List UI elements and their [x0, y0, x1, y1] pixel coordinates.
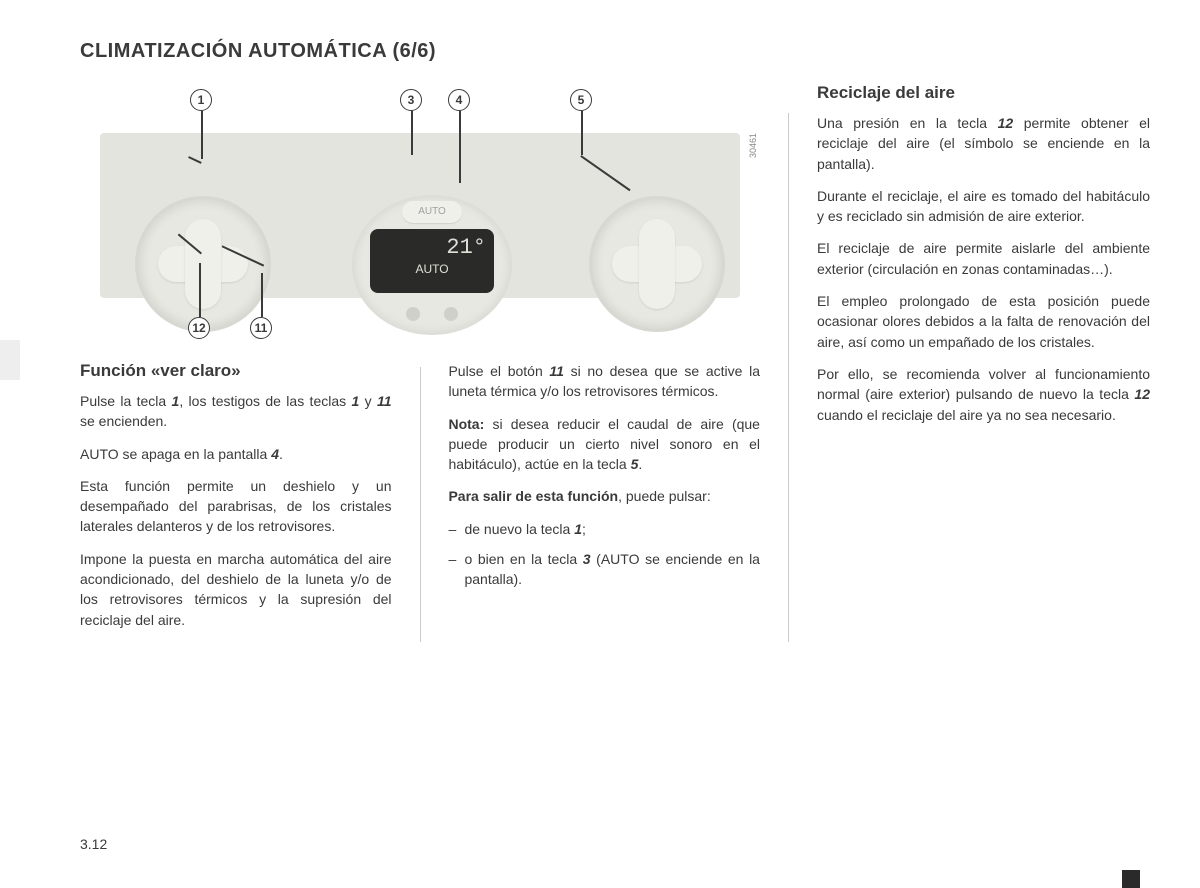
col1-p1: Pulse la tecla 1, los testigos de las te…	[80, 391, 392, 432]
callout-3: 3	[400, 89, 422, 111]
callout-1: 1	[190, 89, 212, 111]
small-button-left	[406, 307, 420, 321]
column-3: Reciclaje del aire Una presión en la tec…	[817, 83, 1150, 642]
column-separator	[420, 367, 421, 642]
col2-p2: Nota: si desea reducir el caudal de aire…	[448, 414, 760, 475]
image-reference: 30461	[748, 133, 758, 158]
col2-li2: o bien en la tecla 3 (AUTO se enciende e…	[448, 549, 760, 590]
page-title: CLIMATIZACIÓN AUTOMÁTICA (6/6)	[80, 40, 1150, 63]
column-1: Función «ver claro» Pulse la tecla 1, lo…	[80, 361, 392, 642]
col1-p2: AUTO se apaga en la pantalla 4.	[80, 444, 392, 464]
col2-p1: Pulse el botón 11 si no desea que se act…	[448, 361, 760, 402]
lcd-temperature: 21°	[378, 235, 486, 260]
left-block: AUTO 21° AUTO 30461 1 3 4 5	[80, 83, 760, 642]
lcd-mode: AUTO	[378, 262, 486, 276]
control-panel: AUTO 21° AUTO	[100, 133, 740, 298]
left-knob	[138, 199, 268, 329]
col1-p3: Esta función permite un deshielo y un de…	[80, 476, 392, 537]
callout-12: 12	[188, 317, 210, 339]
col1-p4: Impone la puesta en marcha automática de…	[80, 549, 392, 630]
col2-li1: de nuevo la tecla 1;	[448, 519, 760, 539]
callout-line	[261, 273, 263, 317]
col3-p4: El empleo prolongado de esta posición pu…	[817, 291, 1150, 352]
col3-heading: Reciclaje del aire	[817, 83, 1150, 103]
callout-5: 5	[570, 89, 592, 111]
callout-line	[459, 111, 461, 183]
col2-p3: Para salir de esta función, puede pulsar…	[448, 486, 760, 506]
col1-heading: Función «ver claro»	[80, 361, 392, 381]
content-wrap: AUTO 21° AUTO 30461 1 3 4 5	[80, 83, 1150, 642]
center-cluster: AUTO 21° AUTO	[352, 195, 512, 335]
column-2: Pulse el botón 11 si no desea que se act…	[448, 361, 760, 642]
col3-p1: Una presión en la tecla 12 permite obten…	[817, 113, 1150, 174]
two-columns: Función «ver claro» Pulse la tecla 1, lo…	[80, 361, 760, 642]
side-tab	[0, 340, 20, 380]
right-separator	[788, 113, 789, 642]
callout-11: 11	[250, 317, 272, 339]
col3-p2: Durante el reciclaje, el aire es tomado …	[817, 186, 1150, 227]
small-button-right	[444, 307, 458, 321]
callout-line	[581, 111, 583, 155]
auto-button: AUTO	[402, 201, 462, 223]
lcd-display: 21° AUTO	[370, 229, 494, 293]
climate-diagram: AUTO 21° AUTO 30461 1 3 4 5	[80, 83, 760, 343]
callout-line	[199, 263, 201, 317]
footer-mark	[1122, 870, 1140, 888]
col3-p5: Por ello, se recomienda volver al funcio…	[817, 364, 1150, 425]
callout-line	[411, 111, 413, 155]
col3-p3: El reciclaje de aire permite aislarle de…	[817, 238, 1150, 279]
page-number: 3.12	[80, 836, 107, 852]
callout-4: 4	[448, 89, 470, 111]
callout-line	[201, 111, 203, 159]
right-knob	[592, 199, 722, 329]
